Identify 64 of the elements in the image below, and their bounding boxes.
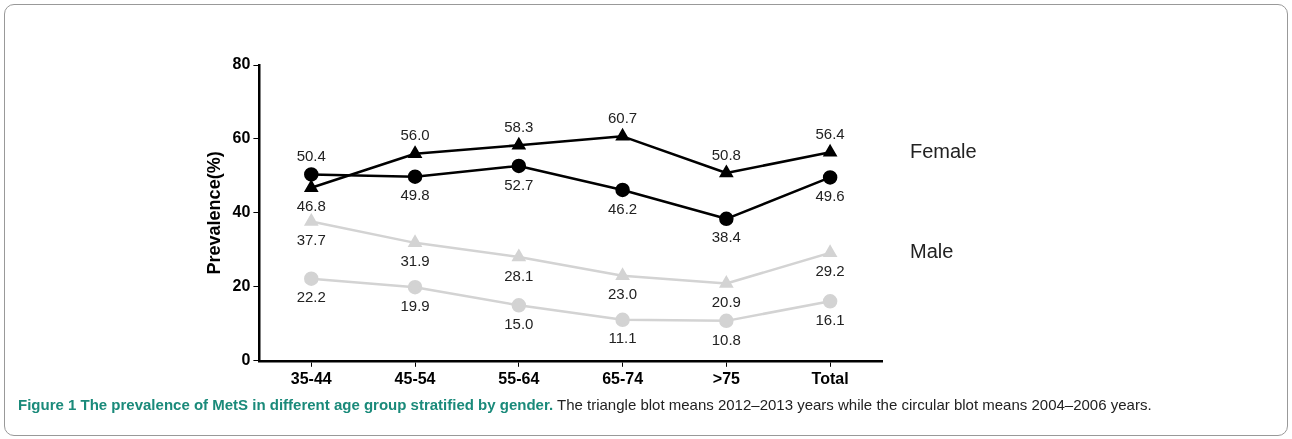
data-label: 10.8 <box>711 330 741 348</box>
point <box>304 167 319 182</box>
data-label: 38.4 <box>711 228 741 246</box>
data-label: 49.8 <box>400 186 430 204</box>
data-label: 50.8 <box>711 145 741 163</box>
point <box>512 249 526 262</box>
data-label: 46.2 <box>607 199 638 217</box>
data-label: 19.9 <box>400 296 430 314</box>
point <box>823 145 837 157</box>
data-label: 23.0 <box>607 285 638 303</box>
point <box>719 211 734 227</box>
point <box>616 129 630 141</box>
point <box>719 276 733 288</box>
x-tick-label: 35-44 <box>290 369 332 387</box>
point <box>719 165 733 178</box>
data-label: 46.8 <box>296 197 326 215</box>
x-tick-label: 55-64 <box>498 369 540 387</box>
y-tick-label: 40 <box>232 203 251 221</box>
point <box>615 312 630 328</box>
point <box>822 170 838 185</box>
point <box>511 158 527 174</box>
data-label: 15.0 <box>504 314 534 332</box>
text: Figure 1 The prevalence of MetS in different age group stratified by gender. <box>18 396 554 413</box>
y-axis-title: Prevalence(%) <box>203 151 224 275</box>
data-label: 16.1 <box>815 310 845 328</box>
point <box>304 271 319 286</box>
y-tick-label: 20 <box>232 277 251 295</box>
point <box>304 180 318 193</box>
y-tick-label: 60 <box>232 129 251 147</box>
point <box>407 169 423 184</box>
data-label: 50.4 <box>296 147 326 165</box>
point <box>511 298 527 313</box>
point <box>822 294 838 309</box>
data-label: 49.6 <box>815 187 845 205</box>
x-tick-label: Total <box>811 369 849 387</box>
data-label: 60.7 <box>607 109 638 126</box>
data-label: 22.2 <box>296 288 326 306</box>
point <box>407 279 423 295</box>
text: The triangle blot means 2012–2013 years while the circular blot means 2004–2006 years. <box>557 396 1152 413</box>
point <box>512 137 526 150</box>
point <box>615 182 630 198</box>
data-label: 20.9 <box>711 293 741 311</box>
data-label: 29.2 <box>815 262 845 280</box>
point <box>719 313 734 329</box>
data-label: 58.3 <box>504 117 534 135</box>
data-label: 28.1 <box>504 266 534 284</box>
x-tick-label: 65-74 <box>602 369 644 387</box>
point <box>408 146 422 158</box>
data-label: 56.4 <box>815 124 845 142</box>
data-label: 52.7 <box>504 175 534 193</box>
y-tick-label: 80 <box>232 55 251 73</box>
point <box>304 214 318 226</box>
data-label: 11.1 <box>608 329 637 347</box>
x-tick-label: 45-54 <box>394 369 436 387</box>
x-tick-label: >75 <box>712 369 741 387</box>
data-label: 56.0 <box>400 126 430 144</box>
y-tick-label: 0 <box>241 351 251 369</box>
point <box>616 268 630 281</box>
point <box>823 245 837 258</box>
data-label: 31.9 <box>400 252 430 270</box>
point <box>408 235 422 248</box>
text: Female <box>910 139 977 162</box>
data-label: 37.7 <box>296 231 326 249</box>
text: Male <box>910 240 954 263</box>
